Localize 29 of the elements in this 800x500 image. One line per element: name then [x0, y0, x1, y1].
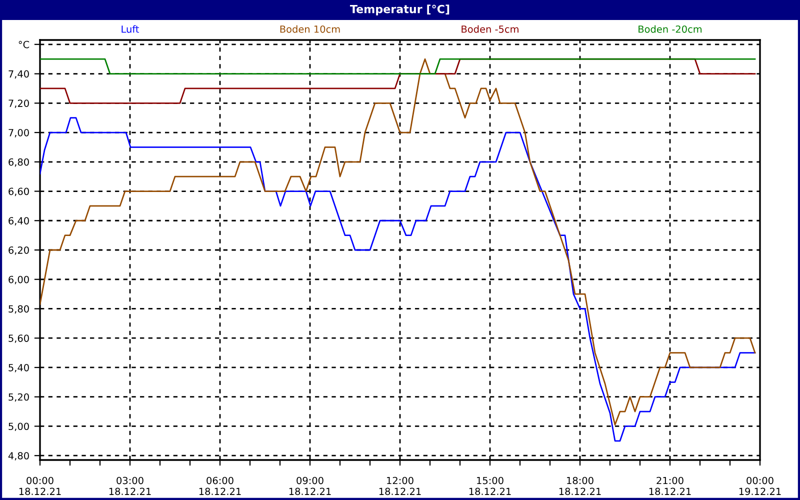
y-tick-label: 4,80 — [8, 452, 29, 460]
x-tick-label: 03:00 18.12.21 — [109, 476, 151, 496]
x-tick-label: 00:00 19.12.21 — [739, 476, 781, 496]
y-tick-label: 7,40 — [8, 70, 29, 79]
x-tick-label: 06:00 18.12.21 — [199, 476, 241, 496]
x-tick-label: 09:00 18.12.21 — [289, 476, 331, 496]
y-tick-label: °C — [18, 40, 30, 48]
text: Luft — [122, 25, 140, 33]
y-tick-label: 7,00 — [8, 128, 29, 138]
x-tick-label: 00:00 18.12.21 — [19, 476, 61, 496]
y-tick-label: 6,20 — [8, 246, 29, 255]
text: Boden 10cm — [280, 25, 340, 33]
text: Boden -20cm — [638, 25, 702, 33]
y-tick-label: 6,60 — [8, 188, 29, 196]
x-tick-label: 18:00 18.12.21 — [559, 476, 601, 496]
y-tick-label: 6,80 — [8, 158, 29, 167]
text: Boden -5cm — [462, 25, 518, 33]
x-tick-label: 12:00 18.12.21 — [379, 476, 421, 496]
y-tick-label: 7,20 — [8, 100, 29, 108]
y-tick-label: 5,60 — [8, 334, 29, 343]
y-tick-label: 5,40 — [8, 364, 29, 372]
chart-title: Temperatur [°C] — [350, 4, 450, 16]
x-tick-label: 21:00 18.12.21 — [649, 476, 691, 496]
y-tick-label: 6,40 — [8, 217, 29, 226]
y-tick-label: 5,20 — [8, 393, 29, 402]
y-tick-label: 5,80 — [8, 305, 29, 314]
y-tick-label: 6,00 — [8, 276, 29, 284]
y-tick-label: 5,00 — [8, 422, 29, 432]
x-tick-label: 15:00 18.12.21 — [469, 476, 511, 496]
